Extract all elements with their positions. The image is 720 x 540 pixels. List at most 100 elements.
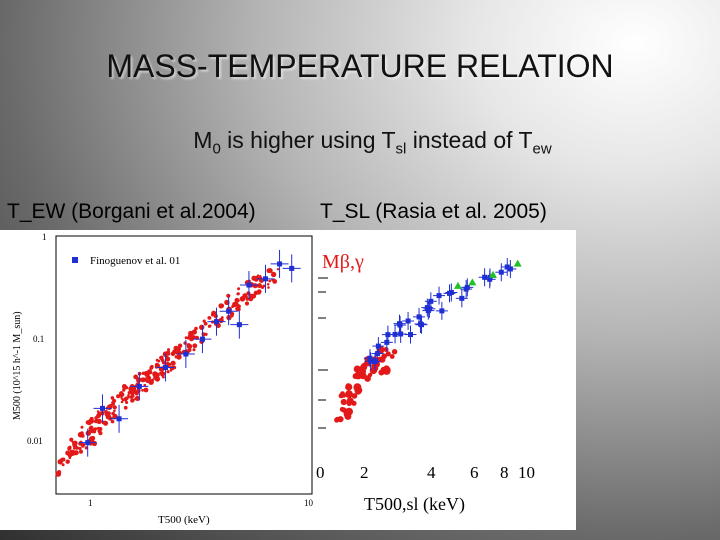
- left-y-ticks: 1 0.1 0.01: [27, 232, 47, 446]
- sim-point: [276, 268, 280, 271]
- sim-point: [160, 371, 166, 377]
- subtitle-ew-subscript: ew: [532, 140, 552, 158]
- sim-point: [143, 387, 149, 393]
- sim-point: [257, 289, 262, 294]
- obs-point: [463, 286, 469, 292]
- sim-point: [125, 400, 129, 404]
- sim-point: [352, 373, 359, 380]
- sim-point: [133, 387, 137, 391]
- slide-title: MASS-TEMPERATURE RELATION: [106, 48, 614, 84]
- obs-point: [428, 298, 434, 304]
- sim-point: [169, 365, 175, 371]
- sim-point: [111, 402, 116, 406]
- sim-point: [59, 457, 64, 463]
- left-ylabel: M500 (10^15 h^-1 M_sun): [12, 311, 23, 420]
- right-panel-background: [313, 230, 576, 530]
- sim-point: [194, 326, 198, 331]
- sim-point: [220, 303, 225, 308]
- sim-point: [112, 398, 117, 403]
- obs-point: [482, 274, 488, 280]
- sim-point: [351, 400, 357, 406]
- sim-point: [130, 398, 135, 403]
- sim-point: [235, 302, 239, 306]
- sim-point: [382, 366, 391, 375]
- sim-point: [188, 345, 191, 348]
- right-xtick-4: 4: [427, 463, 436, 482]
- obs-point: [436, 293, 442, 299]
- obs-point: [99, 405, 105, 411]
- sim-point: [389, 354, 395, 359]
- sim-point: [96, 418, 102, 424]
- obs-point: [507, 266, 513, 272]
- sim-point: [340, 398, 347, 406]
- sim-point: [361, 362, 367, 368]
- obs-point: [459, 295, 465, 301]
- sim-point: [172, 349, 177, 354]
- sim-point: [166, 362, 170, 366]
- right-left-axis-ticks: [318, 277, 328, 429]
- sim-point: [90, 418, 94, 422]
- obs-point: [504, 264, 510, 270]
- sim-point: [71, 440, 74, 444]
- sim-point: [208, 324, 212, 328]
- subtitle-sl-subscript: sl: [395, 140, 407, 158]
- triangle-point: [488, 270, 497, 278]
- sim-point: [154, 362, 159, 367]
- obs-point: [277, 261, 283, 267]
- sim-point: [257, 283, 262, 289]
- sim-point: [254, 277, 259, 282]
- sim-point: [104, 422, 107, 426]
- sim-point: [260, 285, 265, 289]
- sim-point: [213, 314, 218, 319]
- sim-point: [124, 396, 129, 401]
- sim-point: [270, 271, 277, 278]
- left-ytick-0.1: 0.1: [33, 334, 44, 344]
- obs-point: [407, 332, 413, 338]
- sim-point: [96, 410, 100, 413]
- obs-point: [405, 318, 411, 324]
- obs-point: [85, 440, 91, 446]
- sim-point: [79, 432, 84, 437]
- sim-point: [268, 279, 272, 283]
- obs-point: [424, 305, 430, 311]
- obs-point: [263, 276, 269, 282]
- sim-point: [65, 459, 70, 464]
- right-panel-label: T_SL (Rasia et al. 2005): [320, 200, 547, 223]
- left-plot-frame: [55, 235, 313, 495]
- sim-point: [123, 405, 128, 410]
- sim-point: [130, 394, 135, 398]
- sim-point: [383, 347, 389, 352]
- sim-point: [232, 301, 238, 308]
- sim-point: [90, 428, 96, 434]
- sim-point: [163, 361, 167, 365]
- left-xtick-10: 10: [304, 498, 314, 508]
- triangle-point: [453, 281, 462, 289]
- sim-point: [192, 343, 198, 349]
- sim-point: [170, 360, 176, 366]
- sim-point: [88, 426, 92, 430]
- subtitle-text-2: instead of T: [406, 127, 533, 153]
- sim-point: [146, 375, 152, 381]
- slide-subtitle: M0 is higher using Tsl instead of Tew: [0, 127, 720, 158]
- obs-point: [163, 364, 169, 370]
- obs-point: [498, 269, 504, 275]
- left-ytick-1: 1: [42, 232, 47, 242]
- sim-point: [378, 369, 385, 376]
- obs-point: [418, 321, 424, 327]
- sim-point: [112, 413, 118, 419]
- obs-point: [416, 314, 422, 320]
- sim-point: [187, 348, 192, 352]
- sim-point: [220, 316, 224, 319]
- sim-point: [98, 426, 103, 432]
- triangle-point: [468, 278, 477, 286]
- left-x-ticks: 1 10: [88, 498, 314, 508]
- sim-point: [152, 371, 158, 377]
- subtitle-text-1: is higher using T: [220, 127, 396, 153]
- obs-point: [397, 322, 403, 328]
- sim-point: [341, 393, 347, 398]
- sim-point: [162, 375, 165, 379]
- sim-point: [80, 425, 84, 429]
- sim-point: [165, 355, 169, 359]
- sim-point: [112, 405, 117, 410]
- sim-point: [236, 306, 241, 312]
